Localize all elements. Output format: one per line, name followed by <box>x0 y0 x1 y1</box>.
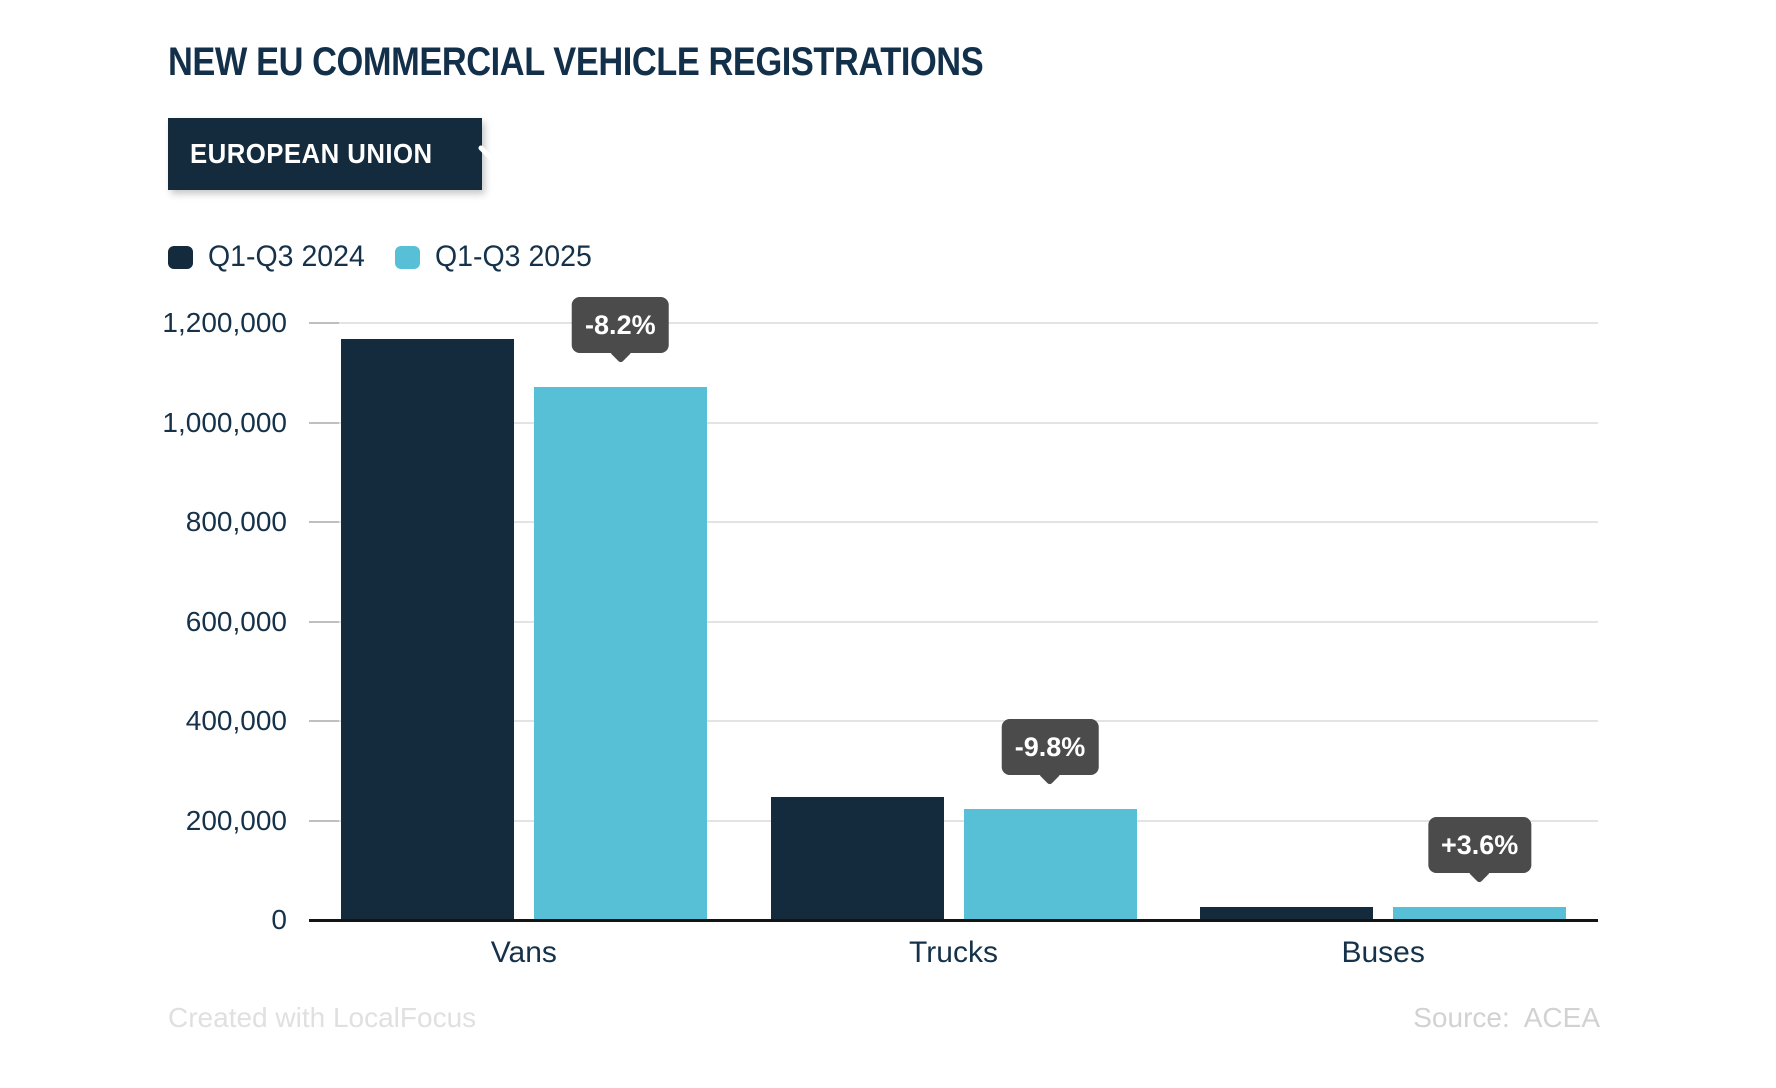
x-axis-label-buses: Buses <box>1341 936 1425 969</box>
legend-swatch-2024 <box>168 245 193 269</box>
change-tooltip-vans: -8.2% <box>572 296 669 353</box>
y-axis-tick <box>309 521 339 523</box>
bar-buses-q1-q3-2024[interactable] <box>1200 907 1374 920</box>
y-axis-tick <box>309 819 339 822</box>
gridline-200,000 <box>309 819 1598 822</box>
bar-buses-q1-q3-2025[interactable] <box>1393 906 1567 920</box>
y-axis-label: 400,000 <box>185 705 287 736</box>
y-axis-label: 1,200,000 <box>162 307 287 338</box>
attribution-text: Created with LocalFocus <box>168 1002 477 1033</box>
y-axis-label: 200,000 <box>185 804 287 836</box>
gridline-600,000 <box>309 620 1598 623</box>
legend-item-2024[interactable]: Q1-Q3 2024 <box>168 240 373 274</box>
bar-vans-q1-q3-2024[interactable] <box>340 338 514 920</box>
gridline-1,200,000 <box>309 322 1598 324</box>
region-dropdown[interactable]: EUROPEAN UNION <box>168 118 504 190</box>
legend: Q1-Q3 2024 Q1-Q3 2025 <box>168 240 600 274</box>
legend-label-2024: Q1-Q3 2024 <box>208 240 365 273</box>
source-label: Source: <box>1413 1002 1510 1033</box>
page-title: NEW EU COMMERCIAL VEHICLE REGISTRATIONS <box>168 40 984 84</box>
x-axis-label-trucks: Trucks <box>909 936 998 969</box>
y-axis-tick <box>309 421 339 424</box>
region-dropdown-label: EUROPEAN UNION <box>190 138 433 169</box>
bar-trucks-q1-q3-2025[interactable] <box>963 808 1137 920</box>
gridline-800,000 <box>309 521 1598 523</box>
change-tooltip-buses: +3.6% <box>1428 816 1532 873</box>
y-axis-label: 800,000 <box>185 506 287 537</box>
legend-swatch-2025 <box>395 245 421 269</box>
bar-vans-q1-q3-2025[interactable] <box>533 386 707 920</box>
gridline-1,000,000 <box>309 421 1598 424</box>
y-axis-tick <box>309 322 339 324</box>
gridline-400,000 <box>309 720 1598 722</box>
legend-label-2025: Q1-Q3 2025 <box>435 240 592 273</box>
y-axis-tick <box>309 620 339 623</box>
y-axis-label: 1,000,000 <box>162 406 287 438</box>
legend-item-2025[interactable]: Q1-Q3 2025 <box>395 240 600 274</box>
x-axis-label-vans: Vans <box>490 936 557 969</box>
change-tooltip-trucks: -9.8% <box>1001 718 1099 775</box>
y-axis-label: 600,000 <box>185 605 287 637</box>
y-axis-tick <box>309 720 339 722</box>
source-value: ACEA <box>1523 1002 1600 1033</box>
y-axis-label: 0 <box>271 904 287 935</box>
bar-trucks-q1-q3-2024[interactable] <box>770 796 944 920</box>
source-credit: Source: ACEA <box>1413 1002 1600 1034</box>
chevron-down-icon <box>476 144 506 164</box>
x-axis-line <box>309 919 1598 922</box>
